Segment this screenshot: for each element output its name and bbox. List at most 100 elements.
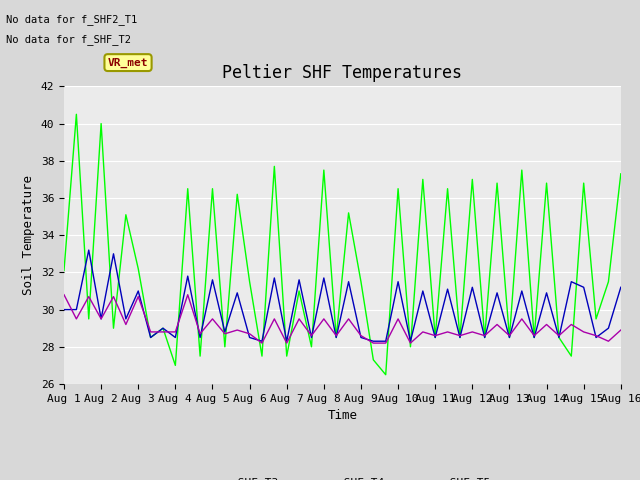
pSHF_T5: [246, 331, 253, 336]
pSHF_T3: [531, 335, 538, 340]
pSHF_T5: [543, 322, 550, 327]
pSHF_T4: [283, 338, 291, 344]
pSHF_T5: [332, 333, 340, 338]
pSHF_T3: [382, 372, 390, 378]
pSHF_T3: [97, 121, 105, 127]
pSHF_T3: [159, 325, 167, 331]
pSHF_T3: [592, 316, 600, 322]
pSHF_T5: [382, 340, 390, 346]
pSHF_T5: [506, 333, 513, 338]
pSHF_T4: [481, 335, 488, 340]
pSHF_T5: [184, 292, 191, 298]
pSHF_T4: [72, 307, 80, 312]
pSHF_T5: [134, 294, 142, 300]
pSHF_T3: [506, 335, 513, 340]
pSHF_T4: [345, 279, 353, 285]
pSHF_T3: [419, 177, 427, 182]
pSHF_T5: [308, 333, 316, 338]
pSHF_T5: [271, 316, 278, 322]
pSHF_T4: [308, 335, 316, 340]
pSHF_T3: [481, 335, 488, 340]
pSHF_T4: [60, 307, 68, 312]
pSHF_T4: [419, 288, 427, 294]
pSHF_T3: [308, 344, 316, 349]
pSHF_T5: [97, 316, 105, 322]
Text: No data for f_SHF_T2: No data for f_SHF_T2: [6, 34, 131, 45]
pSHF_T5: [147, 329, 154, 335]
pSHF_T3: [172, 362, 179, 368]
pSHF_T4: [234, 290, 241, 296]
Line: pSHF_T3: pSHF_T3: [64, 114, 621, 375]
pSHF_T5: [196, 331, 204, 336]
pSHF_T5: [209, 316, 216, 322]
pSHF_T3: [431, 335, 439, 340]
pSHF_T4: [605, 325, 612, 331]
pSHF_T4: [617, 284, 625, 290]
pSHF_T4: [394, 279, 402, 285]
pSHF_T3: [85, 316, 93, 322]
pSHF_T5: [369, 340, 377, 346]
pSHF_T5: [555, 333, 563, 338]
pSHF_T4: [97, 316, 105, 322]
pSHF_T3: [72, 111, 80, 117]
pSHF_T5: [468, 329, 476, 335]
pSHF_T4: [468, 284, 476, 290]
pSHF_T3: [468, 177, 476, 182]
pSHF_T3: [221, 344, 228, 349]
pSHF_T5: [518, 316, 525, 322]
pSHF_T5: [72, 316, 80, 322]
pSHF_T4: [580, 284, 588, 290]
pSHF_T4: [172, 335, 179, 340]
pSHF_T5: [283, 340, 291, 346]
pSHF_T3: [555, 335, 563, 340]
pSHF_T4: [184, 273, 191, 279]
pSHF_T4: [221, 329, 228, 335]
pSHF_T3: [357, 279, 365, 285]
pSHF_T3: [209, 186, 216, 192]
pSHF_T5: [419, 329, 427, 335]
pSHF_T4: [382, 338, 390, 344]
pSHF_T3: [184, 186, 191, 192]
pSHF_T4: [555, 335, 563, 340]
pSHF_T4: [196, 335, 204, 340]
pSHF_T3: [283, 353, 291, 359]
pSHF_T4: [295, 277, 303, 283]
pSHF_T5: [159, 329, 167, 335]
pSHF_T3: [196, 353, 204, 359]
pSHF_T5: [258, 340, 266, 346]
pSHF_T5: [320, 316, 328, 322]
pSHF_T5: [345, 316, 353, 322]
pSHF_T4: [159, 325, 167, 331]
pSHF_T3: [320, 167, 328, 173]
pSHF_T4: [209, 277, 216, 283]
pSHF_T5: [431, 333, 439, 338]
pSHF_T4: [109, 251, 117, 257]
pSHF_T3: [295, 288, 303, 294]
pSHF_T3: [369, 357, 377, 363]
Legend: pSHF_T3, pSHF_T4, pSHF_T5: pSHF_T3, pSHF_T4, pSHF_T5: [190, 473, 495, 480]
pSHF_T4: [134, 288, 142, 294]
pSHF_T4: [320, 275, 328, 281]
pSHF_T5: [60, 292, 68, 298]
Text: No data for f_SHF2_T1: No data for f_SHF2_T1: [6, 14, 138, 25]
pSHF_T3: [147, 335, 154, 340]
pSHF_T5: [580, 329, 588, 335]
pSHF_T3: [456, 335, 464, 340]
pSHF_T4: [431, 335, 439, 340]
pSHF_T3: [234, 192, 241, 197]
pSHF_T3: [543, 180, 550, 186]
pSHF_T5: [394, 316, 402, 322]
pSHF_T3: [345, 210, 353, 216]
pSHF_T5: [221, 331, 228, 336]
pSHF_T3: [605, 279, 612, 285]
pSHF_T3: [109, 325, 117, 331]
pSHF_T3: [246, 279, 253, 285]
pSHF_T3: [394, 186, 402, 192]
pSHF_T4: [271, 275, 278, 281]
pSHF_T5: [444, 329, 451, 335]
pSHF_T4: [369, 338, 377, 344]
pSHF_T5: [568, 322, 575, 327]
pSHF_T5: [592, 333, 600, 338]
pSHF_T4: [332, 335, 340, 340]
X-axis label: Time: Time: [328, 409, 357, 422]
